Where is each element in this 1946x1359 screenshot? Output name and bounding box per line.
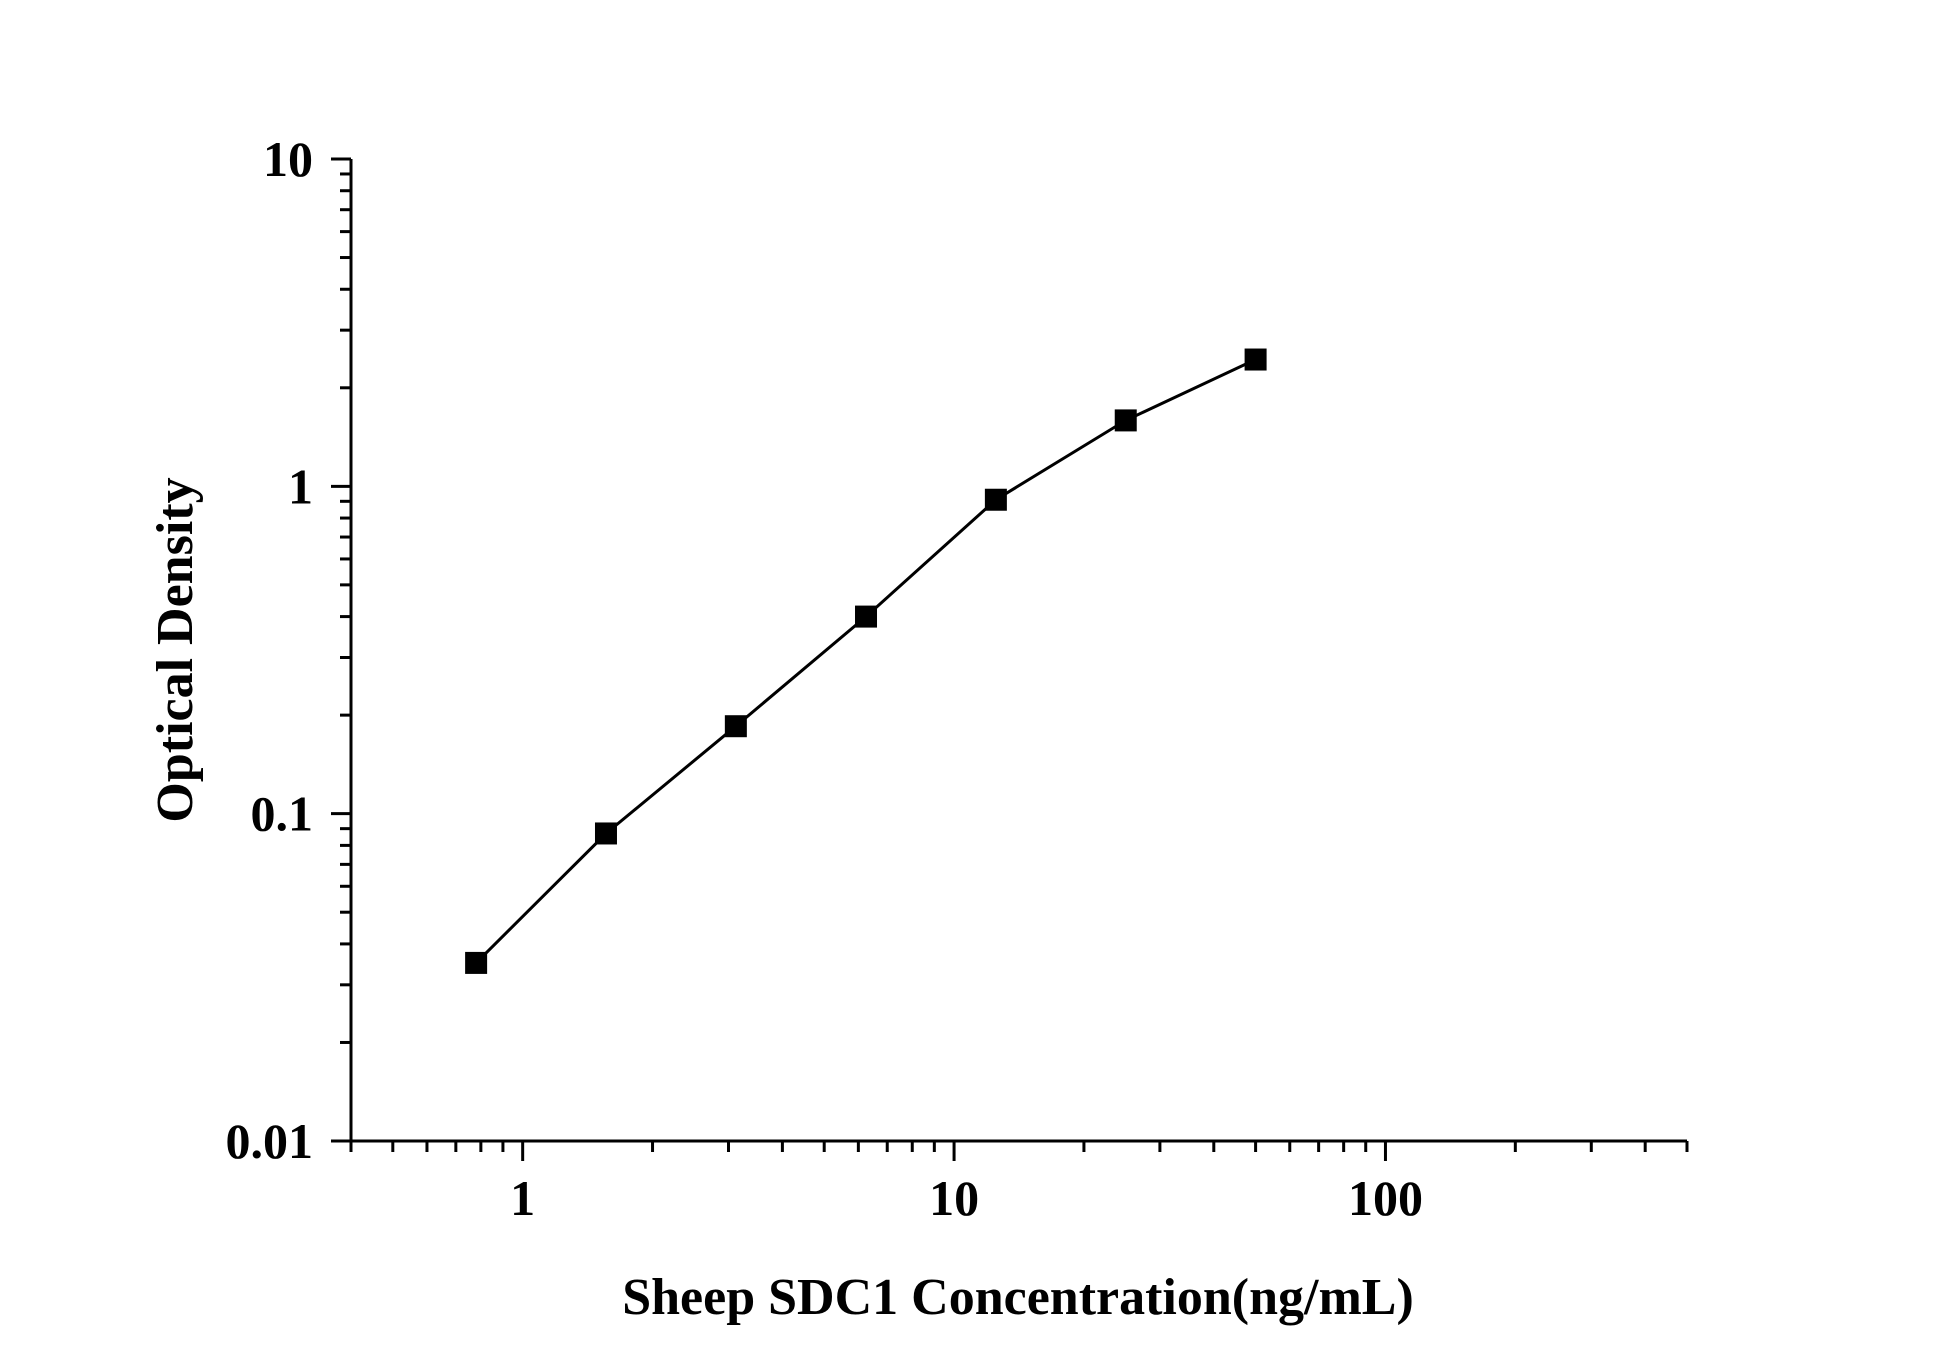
axes bbox=[349, 159, 1687, 1143]
x-tick-label: 100 bbox=[1348, 1170, 1423, 1226]
data-point-marker bbox=[594, 822, 617, 845]
data-point-marker bbox=[465, 951, 488, 974]
data-point-marker bbox=[1114, 409, 1137, 432]
series-line bbox=[475, 358, 1257, 964]
data-point-marker bbox=[724, 715, 747, 738]
x-axis-label: Sheep SDC1 Concentration(ng/mL) bbox=[622, 1269, 1414, 1326]
series bbox=[465, 348, 1267, 974]
data-point-marker bbox=[855, 605, 878, 628]
y-ticks bbox=[331, 157, 351, 1143]
data-point-marker bbox=[984, 488, 1007, 511]
x-ticks bbox=[349, 1141, 1689, 1161]
x-tick-label: 10 bbox=[929, 1170, 979, 1226]
y-axis-label: Optical Density bbox=[147, 477, 204, 822]
data-point-marker bbox=[1244, 348, 1267, 371]
y-tick-label: 0.01 bbox=[226, 1113, 314, 1169]
y-tick-labels: 0.01 0.1 1 10 bbox=[226, 131, 314, 1169]
y-tick-label: 10 bbox=[263, 131, 313, 187]
y-tick-label: 0.1 bbox=[251, 786, 314, 842]
x-tick-labels: 1 10 100 bbox=[510, 1170, 1423, 1226]
x-tick-label: 1 bbox=[510, 1170, 535, 1226]
y-tick-label: 1 bbox=[288, 458, 313, 514]
